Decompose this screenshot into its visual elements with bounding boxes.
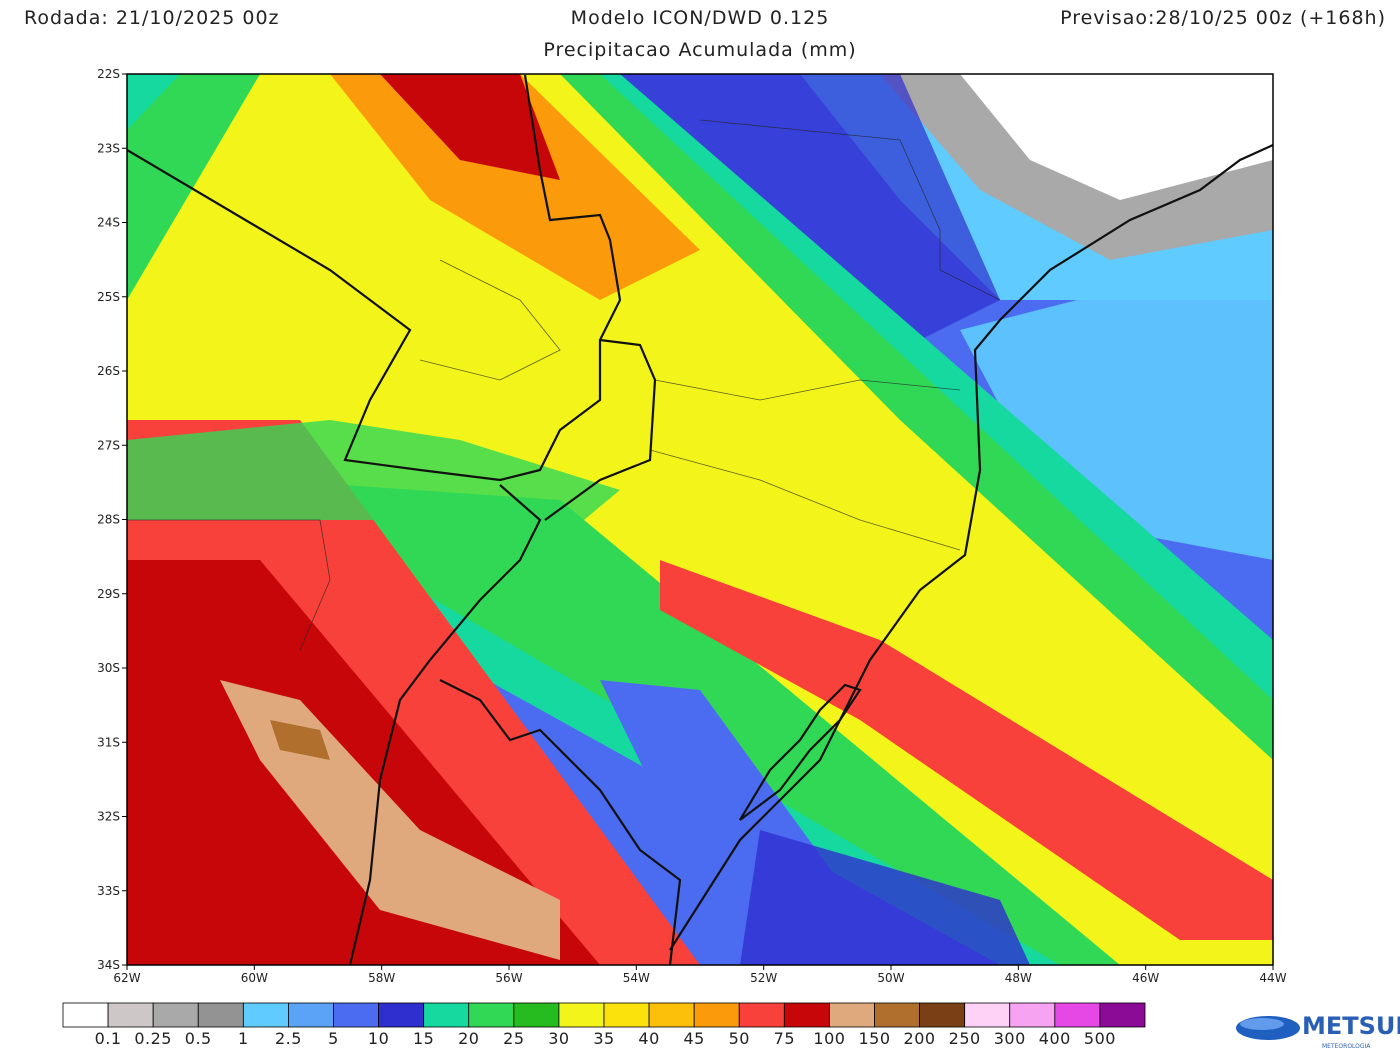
colorbar: 0.1 0.25 0.5 1 2.5 5 10 15 20 25 30 35 40 45 50 75 100 15…: [62, 1002, 1146, 1048]
colorbar-label: 25: [503, 1029, 524, 1048]
colorbar-label: 250: [949, 1029, 981, 1048]
color-swatch: [874, 1002, 920, 1028]
color-swatch: [829, 1002, 875, 1028]
color-swatch: [333, 1002, 379, 1028]
lat-label: 22S: [97, 67, 120, 81]
color-swatch: [919, 1002, 966, 1028]
color-swatch: [197, 1002, 244, 1028]
colorbar-label: 0.25: [134, 1029, 172, 1048]
colorbar-label: 150: [858, 1029, 890, 1048]
colorbar-label: 20: [458, 1029, 479, 1048]
color-swatch: [62, 1002, 109, 1028]
colorbar-label: 1: [238, 1029, 249, 1048]
color-swatch: [378, 1002, 425, 1028]
lat-label: 25S: [97, 290, 120, 304]
colorbar-label: 30: [548, 1029, 569, 1048]
lat-label: 29S: [97, 587, 120, 601]
run-label: Rodada: 21/10/2025 00z: [24, 7, 280, 29]
color-swatch: [288, 1002, 334, 1028]
logo-tagline: METEOROLOGIA: [1322, 1043, 1371, 1050]
color-swatch: [738, 1002, 785, 1028]
color-swatch: [603, 1002, 650, 1028]
color-swatch: [648, 1002, 695, 1028]
lon-label: 58W: [368, 971, 395, 985]
colorbar-label: 0.1: [95, 1029, 122, 1048]
logo: METSUL METEOROLOGIA: [1236, 1012, 1400, 1050]
colorbar-label: 75: [774, 1029, 795, 1048]
color-swatch: [513, 1002, 560, 1028]
lat-label: 31S: [97, 735, 120, 749]
color-swatch: [242, 1002, 289, 1028]
colorbar-label: 2.5: [275, 1029, 302, 1048]
lat-label: 28S: [97, 513, 120, 527]
lat-label: 23S: [97, 141, 120, 155]
colorbar-label: 400: [1039, 1029, 1071, 1048]
lat-label: 30S: [97, 661, 120, 675]
state-lines: [127, 119, 1001, 651]
colorbar-label: 200: [904, 1029, 936, 1048]
borders: [127, 74, 1273, 965]
colorbar-label: 10: [368, 1029, 389, 1048]
color-swatch: [1054, 1002, 1101, 1028]
lon-label: 48W: [1005, 971, 1032, 985]
lon-label: 46W: [1132, 971, 1159, 985]
lon-label: 50W: [877, 971, 904, 985]
color-swatch: [783, 1002, 830, 1028]
lon-label: 56W: [495, 971, 522, 985]
lon-label: 44W: [1259, 971, 1286, 985]
colorbar-label: 5: [328, 1029, 339, 1048]
lat-label: 33S: [97, 884, 120, 898]
lat-label: 34S: [97, 958, 120, 972]
color-swatch: [964, 1002, 1011, 1028]
color-swatch: [152, 1002, 199, 1028]
lon-label: 60W: [241, 971, 268, 985]
color-swatch: [1009, 1002, 1056, 1028]
colorbar-label: 15: [413, 1029, 434, 1048]
lat-label: 27S: [97, 438, 120, 452]
colorbar-label: 0.5: [185, 1029, 212, 1048]
color-swatch: [693, 1002, 740, 1028]
precip-field: [127, 74, 1273, 965]
color-swatch: [1099, 1002, 1146, 1028]
colorbar-label: 40: [638, 1029, 659, 1048]
model-title: Modelo ICON/DWD 0.125: [571, 7, 830, 29]
lat-label: 32S: [97, 810, 120, 824]
colorbar-label: 35: [593, 1029, 614, 1048]
forecast-label: Previsao:28/10/25 00z (+168h): [1060, 7, 1386, 29]
colorbar-label: 500: [1084, 1029, 1116, 1048]
logo-swoosh: [1240, 1018, 1284, 1030]
colorbar-label: 100: [813, 1029, 845, 1048]
lat-label: 24S: [97, 216, 120, 230]
colorbar-label: 45: [683, 1029, 704, 1048]
subtitle: Precipitacao Acumulada (mm): [543, 39, 856, 61]
lon-label: 52W: [750, 971, 777, 985]
colorbar-label: 50: [729, 1029, 750, 1048]
color-swatch: [423, 1002, 470, 1028]
lon-label: 62W: [113, 971, 140, 985]
color-swatch: [558, 1002, 605, 1028]
axis-labels: 22S23S24S25S26S27S28S29S30S31S32S33S34S6…: [97, 67, 1287, 985]
lat-label: 26S: [97, 364, 120, 378]
lon-label: 54W: [623, 971, 650, 985]
color-swatch: [468, 1002, 515, 1028]
color-swatch: [107, 1002, 154, 1028]
colorbar-label: 300: [994, 1029, 1026, 1048]
logo-name: METSUL: [1302, 1012, 1400, 1040]
